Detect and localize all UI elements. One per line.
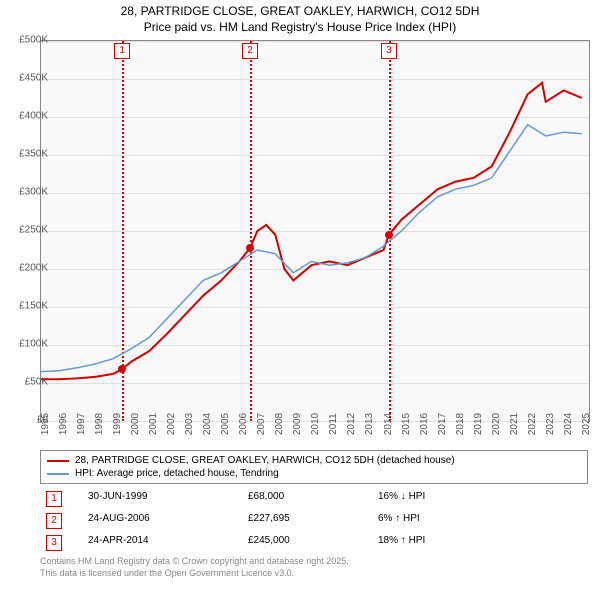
- legend: 28, PARTRIDGE CLOSE, GREAT OAKLEY, HARWI…: [40, 450, 588, 484]
- sales-marker-icon: 1: [46, 491, 62, 507]
- legend-swatch-hpi: [47, 473, 69, 475]
- legend-label-price-paid: 28, PARTRIDGE CLOSE, GREAT OAKLEY, HARWI…: [75, 455, 455, 466]
- sale-dot-icon: [246, 244, 254, 252]
- footer-line-1: Contains HM Land Registry data © Crown c…: [40, 556, 349, 566]
- legend-swatch-price-paid: [47, 460, 69, 462]
- attribution-footer: Contains HM Land Registry data © Crown c…: [40, 556, 349, 579]
- chart-svg: [41, 41, 589, 421]
- sales-marker-icon: 2: [46, 513, 62, 529]
- sales-row: 2 24-AUG-2006 £227,695 6% ↑ HPI: [40, 510, 588, 532]
- sales-row: 3 24-APR-2014 £245,000 18% ↑ HPI: [40, 532, 588, 554]
- plot-area: 1 2 3: [40, 40, 590, 422]
- sales-marker-icon: 3: [46, 535, 62, 551]
- legend-label-hpi: HPI: Average price, detached house, Tend…: [75, 468, 279, 479]
- sales-price: £68,000: [248, 491, 378, 507]
- sales-date: 24-APR-2014: [88, 535, 248, 551]
- sales-date: 30-JUN-1999: [88, 491, 248, 507]
- sale-marker-box: 2: [242, 43, 258, 59]
- sales-diff: 6% ↑ HPI: [378, 513, 498, 529]
- sales-diff: 16% ↓ HPI: [378, 491, 498, 507]
- sale-dot-icon: [385, 231, 393, 239]
- sales-table: 1 30-JUN-1999 £68,000 16% ↓ HPI 2 24-AUG…: [40, 488, 588, 554]
- sale-marker-box: 1: [114, 43, 130, 59]
- sales-row: 1 30-JUN-1999 £68,000 16% ↓ HPI: [40, 488, 588, 510]
- title-line-1: 28, PARTRIDGE CLOSE, GREAT OAKLEY, HARWI…: [121, 4, 480, 18]
- footer-line-2: This data is licensed under the Open Gov…: [40, 568, 294, 578]
- sales-diff: 18% ↑ HPI: [378, 535, 498, 551]
- chart-container: 28, PARTRIDGE CLOSE, GREAT OAKLEY, HARWI…: [0, 0, 600, 590]
- legend-item-hpi: HPI: Average price, detached house, Tend…: [47, 467, 581, 480]
- sales-date: 24-AUG-2006: [88, 513, 248, 529]
- sale-dot-icon: [118, 365, 126, 373]
- legend-item-price-paid: 28, PARTRIDGE CLOSE, GREAT OAKLEY, HARWI…: [47, 454, 581, 467]
- series-line-price_paid: [41, 83, 582, 379]
- series-line-hpi: [41, 125, 582, 372]
- sale-marker-box: 3: [381, 43, 397, 59]
- title-line-2: Price paid vs. HM Land Registry's House …: [144, 20, 456, 34]
- chart-title: 28, PARTRIDGE CLOSE, GREAT OAKLEY, HARWI…: [0, 0, 600, 35]
- sales-price: £227,695: [248, 513, 378, 529]
- sales-price: £245,000: [248, 535, 378, 551]
